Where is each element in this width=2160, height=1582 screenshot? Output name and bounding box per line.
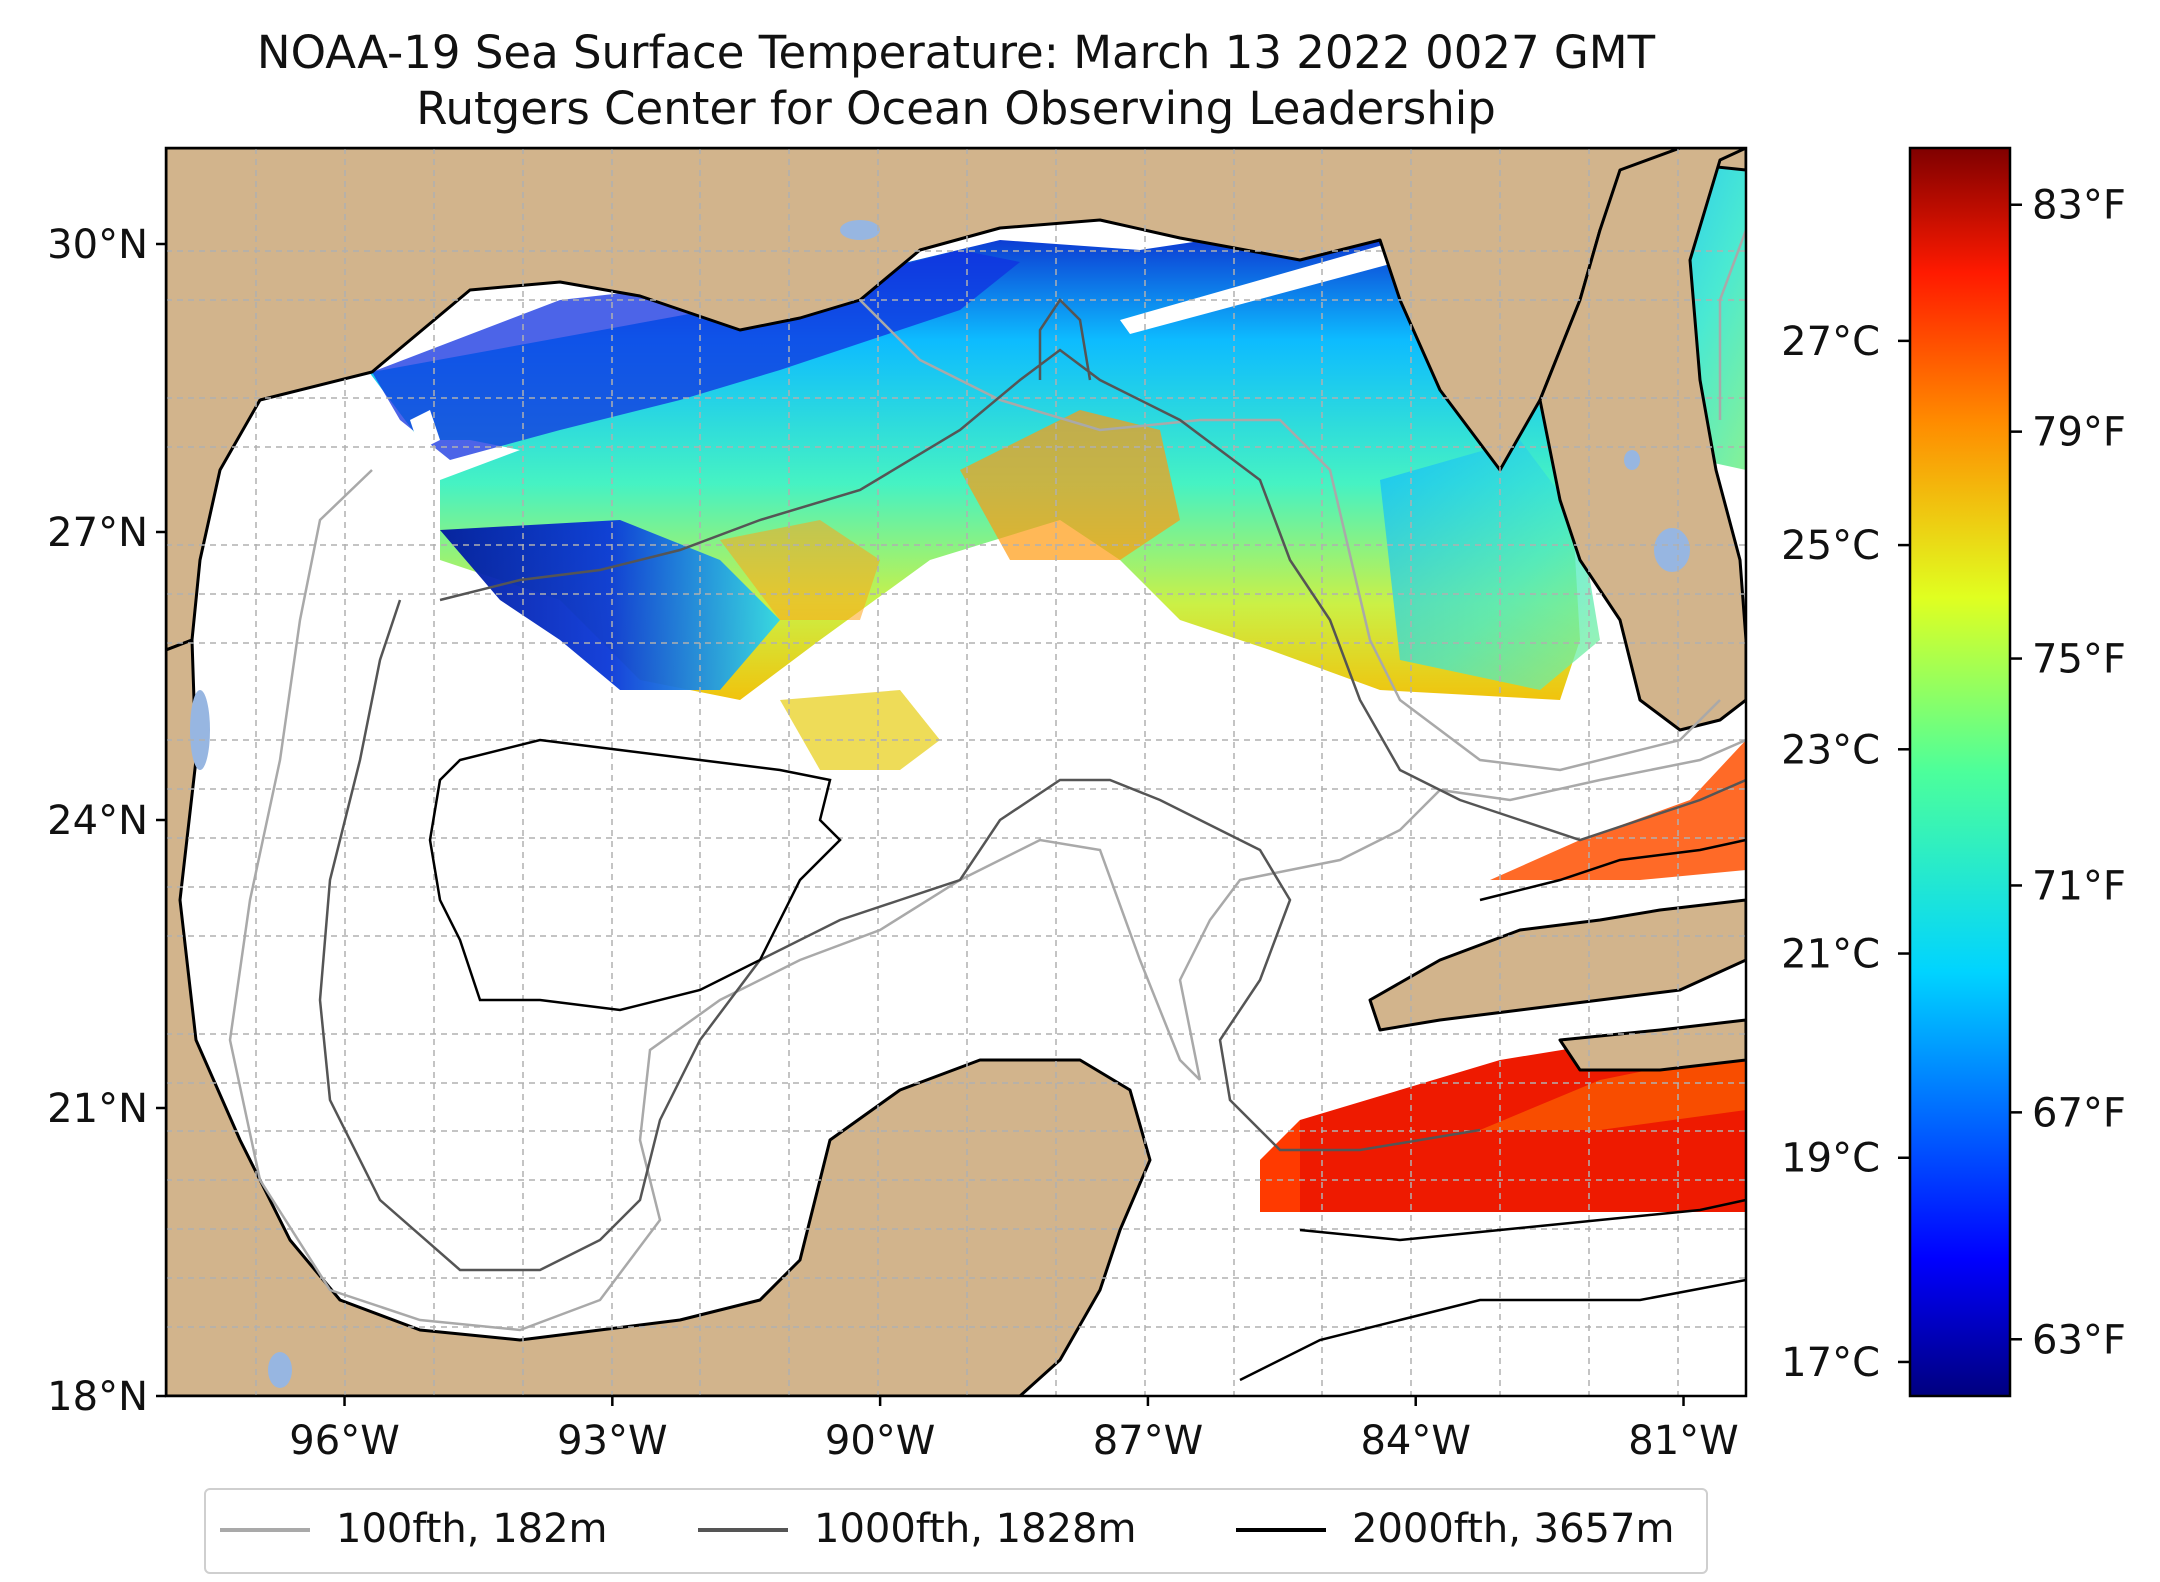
contour-1000fth [318, 298, 1746, 1272]
land-cuba-east [1558, 1018, 1746, 1072]
colorbar-f-label: 71°F [2032, 863, 2126, 909]
colorbar-c-label: 21°C [1781, 932, 1880, 978]
land-florida [1538, 148, 1746, 732]
legend-label-2000fth: 2000fth, 3657m [1352, 1506, 1675, 1552]
figure-title: NOAA-19 Sea Surface Temperature: March 1… [256, 26, 1656, 79]
colorbar-fahrenheit-ticks: 83°F 79°F 75°F 71°F 67°F 63°F [2010, 183, 2126, 1363]
legend-label-1000fth: 1000fth, 1828m [814, 1506, 1137, 1552]
colorbar-f-label: 63°F [2032, 1317, 2126, 1363]
legend-line-2000fth [1236, 1528, 1326, 1532]
land [166, 148, 1746, 1396]
colorbar-f-label: 79°F [2032, 410, 2126, 456]
lat-ticks: 30°N 27°N 24°N 21°N 18°N [47, 222, 166, 1420]
lon-ticks: 96°W 93°W 90°W 87°W 84°W 81°W [289, 1396, 1739, 1464]
colorbar-f-label: 75°F [2032, 637, 2126, 683]
contour-2000fth [428, 738, 1746, 1382]
colorbar-c-label: 19°C [1781, 1136, 1880, 1182]
colorbar-celsius-ticks: 27°C 25°C 23°C 21°C 19°C 17°C [1781, 319, 1910, 1386]
legend-line-1000fth [698, 1528, 788, 1532]
legend: 100fth, 182m 1000fth, 1828m 2000fth, 365… [204, 1488, 1708, 1574]
lat-label: 27°N [47, 510, 148, 556]
lon-label: 87°W [1093, 1418, 1203, 1464]
colorbar-f-label: 67°F [2032, 1090, 2126, 1136]
land-cuba [1368, 898, 1746, 1032]
lat-label: 30°N [47, 222, 148, 268]
lat-label: 21°N [47, 1086, 148, 1132]
colorbar-c-label: 25°C [1781, 523, 1880, 569]
lat-label: 18°N [47, 1374, 148, 1420]
colorbar-c-label: 27°C [1781, 319, 1880, 365]
lon-label: 84°W [1360, 1418, 1470, 1464]
figure-subtitle: Rutgers Center for Ocean Observing Leade… [416, 82, 1496, 135]
map-frame [164, 146, 1748, 1398]
lon-label: 93°W [557, 1418, 667, 1464]
colorbar-f-label: 83°F [2032, 183, 2126, 229]
colorbar-c-label: 17°C [1781, 1340, 1880, 1386]
inland-water [190, 220, 1690, 1388]
land-mexico [166, 638, 1152, 1396]
bathymetry-contours [228, 229, 1746, 1382]
lon-label: 81°W [1628, 1418, 1738, 1464]
lon-label: 96°W [289, 1418, 399, 1464]
colorbar [1908, 146, 2012, 1398]
lat-label: 24°N [47, 798, 148, 844]
lon-label: 90°W [825, 1418, 935, 1464]
colorbar-c-label: 23°C [1781, 727, 1880, 773]
legend-label-100fth: 100fth, 182m [336, 1506, 608, 1552]
grid-lines [166, 148, 1746, 1396]
contour-100fth [228, 229, 1746, 1332]
legend-line-100fth [220, 1528, 310, 1532]
